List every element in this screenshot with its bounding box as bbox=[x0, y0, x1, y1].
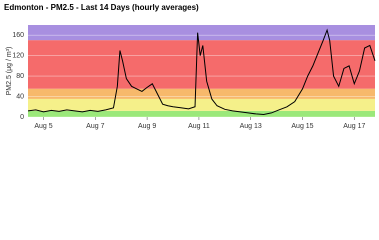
x-tick-label: Aug 11 bbox=[188, 123, 210, 130]
chart: Edmonton - PM2.5 - Last 14 Days (hourly … bbox=[4, 3, 376, 130]
x-tick-label: Aug 13 bbox=[240, 123, 262, 130]
x-tick-label: Aug 17 bbox=[343, 123, 365, 130]
y-tick-label: 80 bbox=[16, 73, 24, 80]
x-tick-label: Aug 9 bbox=[138, 123, 156, 130]
data-line bbox=[27, 28, 376, 115]
y-tick-label: 120 bbox=[12, 53, 24, 60]
y-tick-label: 40 bbox=[16, 93, 24, 100]
x-tick-label: Aug 5 bbox=[34, 123, 52, 130]
x-tick-label: Aug 15 bbox=[291, 123, 313, 130]
y-tick-label: 0 bbox=[20, 114, 24, 121]
y-axis-label: PM2.5 (μg / m³) bbox=[6, 47, 13, 96]
chart-title: Edmonton - PM2.5 - Last 14 Days (hourly … bbox=[4, 3, 199, 12]
aqi-band bbox=[28, 40, 375, 89]
page: {"chart_data": {"type": "line", "title":… bbox=[4, 3, 376, 130]
aqi-band bbox=[28, 88, 375, 99]
x-tick-label: Aug 7 bbox=[86, 123, 104, 130]
aqi-band bbox=[28, 98, 375, 111]
y-tick-label: 160 bbox=[12, 32, 24, 39]
aqi-band bbox=[28, 25, 375, 41]
aqi-band bbox=[28, 110, 375, 117]
